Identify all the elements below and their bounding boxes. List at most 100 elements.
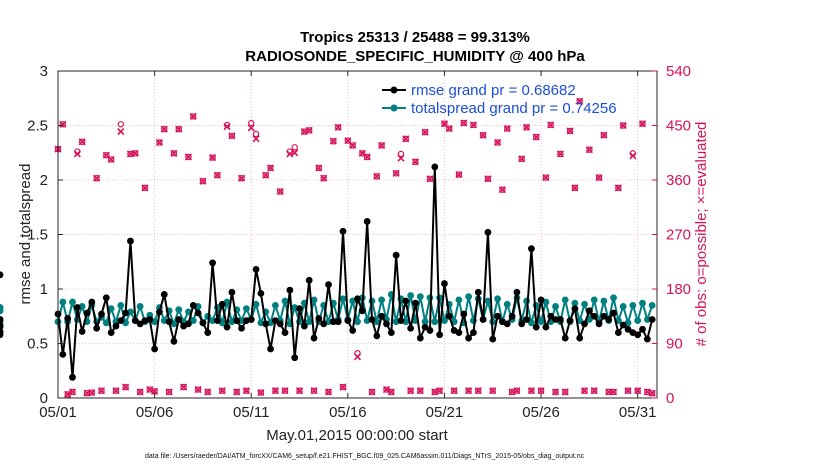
rmse-point xyxy=(291,354,299,362)
rmse-point xyxy=(513,288,521,296)
obs-evaluated-stroke xyxy=(450,387,458,395)
obs-evaluated-point xyxy=(146,385,154,394)
obs-evaluated-stroke xyxy=(358,149,366,157)
totalspread-point xyxy=(571,299,579,307)
x-tick-label: 05/16 xyxy=(329,404,367,421)
totalspread-point xyxy=(136,303,144,310)
totalspread-point xyxy=(189,317,197,325)
totalspread-point xyxy=(354,318,361,326)
rmse-point xyxy=(136,320,144,328)
obs-evaluated-point xyxy=(503,124,511,133)
obs-possible-point xyxy=(591,387,598,394)
totalspread-point xyxy=(69,298,76,306)
obs-evaluated-stroke xyxy=(643,388,651,396)
rmse-point xyxy=(576,334,584,342)
totalspread-point xyxy=(455,296,463,304)
legend-rmse-marker xyxy=(390,86,398,94)
obs-possible-point xyxy=(426,175,434,182)
rmse-point xyxy=(199,319,207,327)
obs-evaluated-stroke xyxy=(614,184,622,192)
totalspread-point xyxy=(639,299,646,307)
rmse-point xyxy=(518,320,526,328)
obs-evaluated-stroke xyxy=(537,387,545,395)
obs-evaluated-point xyxy=(455,170,463,179)
rmse-point xyxy=(412,299,419,307)
obs-evaluated-point xyxy=(131,149,139,157)
rmse-point xyxy=(267,345,274,353)
obs-evaluated-point xyxy=(160,125,168,133)
obs-possible-point xyxy=(199,178,207,185)
rmse-point xyxy=(78,328,86,335)
totalspread-point xyxy=(634,317,642,325)
obs-possible-point xyxy=(291,144,298,151)
obs-evaluated-point xyxy=(122,383,130,391)
totalspread-point xyxy=(281,297,289,305)
rmse-point xyxy=(257,289,265,297)
rmse-point xyxy=(59,351,67,358)
obs-evaluated-stroke xyxy=(503,124,511,133)
obs-possible-point xyxy=(243,387,250,394)
obs-possible-point xyxy=(156,139,163,146)
rmse-point xyxy=(358,307,366,315)
y2-tick-label: 270 xyxy=(666,227,691,244)
rmse-point xyxy=(532,323,540,331)
rmse-point xyxy=(605,316,613,323)
obs-possible-point xyxy=(117,121,124,128)
obs-evaluated-stroke xyxy=(175,125,183,133)
totalspread-point xyxy=(441,317,448,325)
rmse-point xyxy=(93,324,101,332)
obs-possible-point xyxy=(190,113,197,120)
obs-evaluated-stroke xyxy=(199,177,207,185)
rmse-point xyxy=(296,305,303,313)
obs-evaluated-point xyxy=(170,149,178,157)
totalspread-point xyxy=(537,318,545,326)
rmse-point xyxy=(614,329,622,336)
rmse-point xyxy=(556,316,564,323)
rmse-point xyxy=(561,334,569,342)
obs-evaluated-point xyxy=(175,125,183,133)
obs-possible-point xyxy=(320,174,327,182)
rmse-point xyxy=(571,305,579,313)
rmse-point xyxy=(204,329,212,336)
obs-possible-point xyxy=(421,128,429,136)
obs-evaluated-stroke xyxy=(421,128,429,136)
obs-evaluated-stroke xyxy=(334,123,342,131)
obs-evaluated-stroke xyxy=(73,150,81,158)
y-tick-label: 1 xyxy=(40,281,48,298)
obs-evaluated-stroke xyxy=(508,388,516,396)
obs-evaluated-point xyxy=(271,387,279,395)
obs-evaluated-point xyxy=(595,174,603,182)
obs-possible-point xyxy=(624,387,632,394)
obs-possible-point xyxy=(233,388,240,396)
obs-evaluated-stroke xyxy=(465,387,473,395)
obs-evaluated-stroke xyxy=(513,387,521,395)
obs-evaluated-stroke xyxy=(247,124,255,132)
rmse-point xyxy=(407,324,415,332)
obs-evaluated-point xyxy=(590,387,598,395)
rmse-point xyxy=(122,309,130,317)
obs-evaluated-stroke xyxy=(291,149,299,157)
rmse-point xyxy=(127,237,134,245)
rmse-point xyxy=(383,320,390,328)
obs-evaluated-point xyxy=(194,385,202,394)
x-tick-label: 05/01 xyxy=(39,404,77,421)
obs-evaluated-stroke xyxy=(411,158,420,166)
obs-evaluated-point xyxy=(339,383,347,391)
rmse-point xyxy=(484,228,492,236)
obs-evaluated-stroke xyxy=(286,150,294,158)
obs-evaluated-point xyxy=(310,387,318,395)
obs-possible-point xyxy=(161,125,168,133)
obs-evaluated-point xyxy=(180,383,188,391)
obs-evaluated-point xyxy=(218,387,226,395)
totalspread-point xyxy=(528,319,535,327)
obs-evaluated-point xyxy=(426,175,434,183)
obs-possible-point xyxy=(267,164,274,172)
obs-possible-point xyxy=(325,388,332,396)
obs-evaluated-point xyxy=(165,388,173,396)
totalspread-point xyxy=(310,296,318,304)
obs-evaluated-stroke xyxy=(266,164,275,172)
rmse-point xyxy=(160,291,168,298)
obs-evaluated-stroke xyxy=(489,387,497,395)
rmse-point xyxy=(238,324,245,332)
